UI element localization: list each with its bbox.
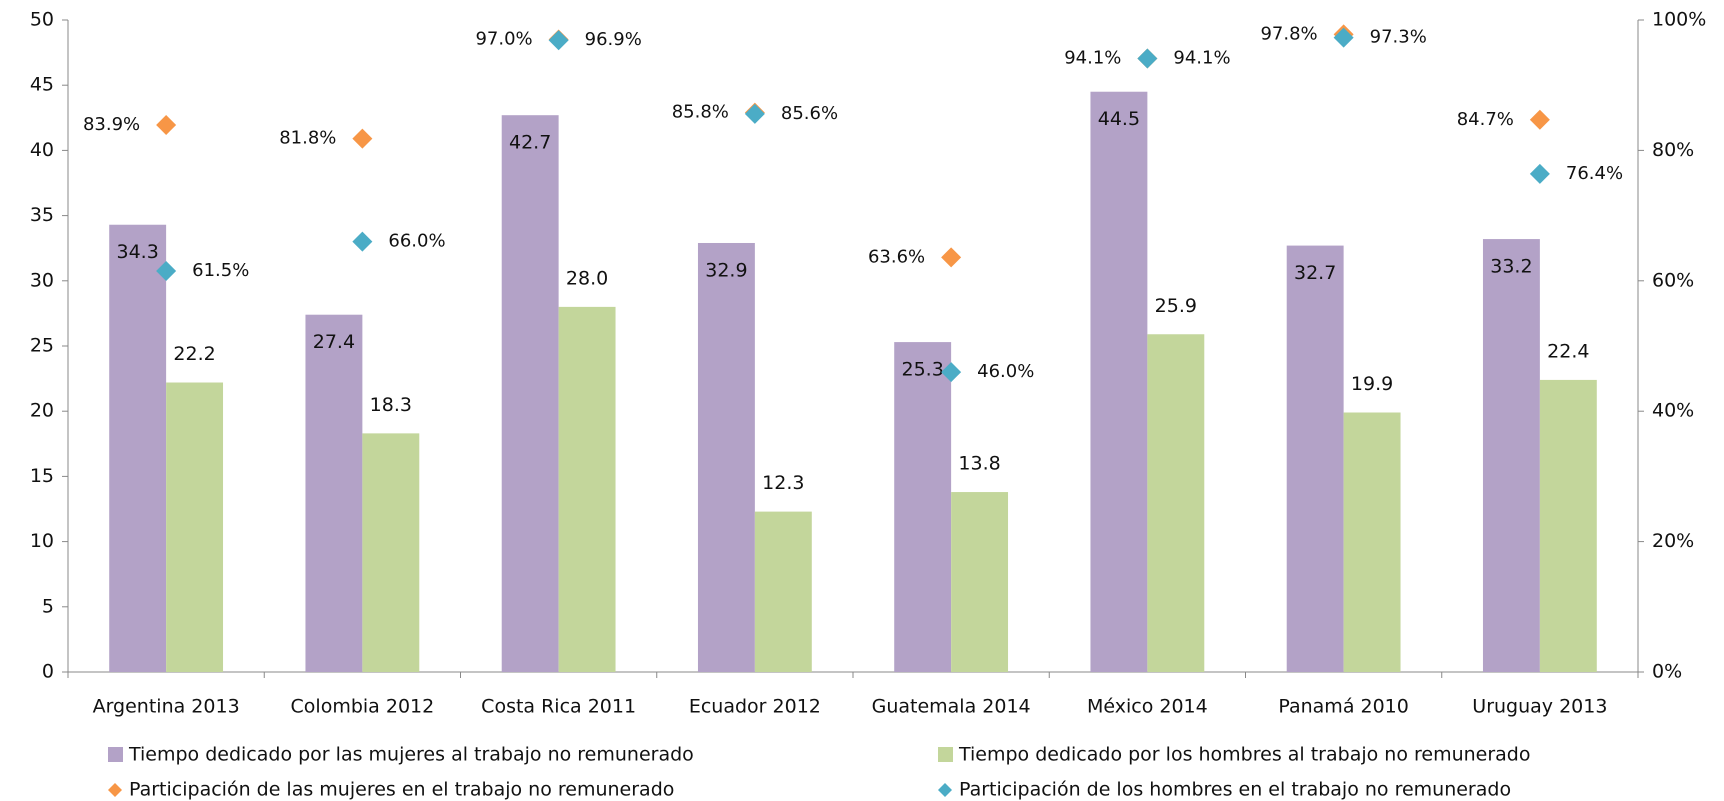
point-value-label: 94.1% [1173,47,1230,68]
legend-label: Tiempo dedicado por los hombres al traba… [958,744,1530,766]
legend-swatch [938,747,953,762]
bar-value-label: 32.9 [705,259,747,281]
point-value-label: 94.1% [1064,47,1121,68]
y2-tick-label: 60% [1652,269,1694,291]
point [1529,163,1550,184]
bar-value-label: 32.7 [1294,262,1336,284]
point-value-label: 63.6% [868,246,925,267]
bar [1343,412,1401,672]
bar-value-label: 25.9 [1155,295,1197,317]
bar [697,242,755,672]
y-tick-label: 35 [30,204,54,226]
y2-tick-label: 40% [1652,400,1694,422]
point [744,103,765,124]
y-tick-label: 15 [30,465,54,487]
point [1529,109,1550,130]
point-value-label: 96.9% [585,29,642,50]
bar-value-label: 28.0 [566,267,608,289]
bar [1539,379,1597,672]
bar-value-label: 33.2 [1490,256,1532,278]
bar-value-label: 22.2 [173,343,215,365]
y-tick-label: 45 [30,74,54,96]
y2-tick-label: 80% [1652,139,1694,161]
point-value-label: 83.9% [83,114,140,135]
point-value-label: 76.4% [1566,163,1623,184]
point [941,362,962,383]
bar [1482,239,1540,672]
legend-swatch [108,747,123,762]
bar-value-label: 22.4 [1547,340,1589,362]
bar [362,433,420,672]
legend-label: Participación de los hombres en el traba… [959,779,1511,801]
point-value-label: 97.3% [1370,27,1427,48]
bar-value-label: 19.9 [1351,373,1393,395]
point [941,247,962,268]
x-tick-label: México 2014 [1087,696,1208,718]
point [1333,27,1354,48]
x-tick-label: Costa Rica 2011 [481,696,636,718]
bar [166,382,224,672]
y2-tick-label: 0% [1652,661,1682,683]
y2-tick-label: 20% [1652,530,1694,552]
x-tick-label: Panamá 2010 [1278,696,1408,718]
bar [558,306,616,672]
x-tick-label: Ecuador 2012 [689,696,821,718]
y-tick-label: 20 [30,400,54,422]
y-tick-label: 40 [30,139,54,161]
point-value-label: 97.0% [475,29,532,50]
bar [894,342,952,672]
point-value-label: 85.6% [781,103,838,124]
x-tick-label: Argentina 2013 [93,696,240,718]
bar-value-label: 42.7 [509,132,551,154]
point [352,231,373,252]
x-tick-label: Guatemala 2014 [872,696,1031,718]
point [1137,48,1158,69]
bar [754,511,812,672]
point [352,128,373,149]
y-tick-label: 25 [30,335,54,357]
point-value-label: 61.5% [192,260,249,281]
y-tick-label: 50 [30,9,54,31]
bar [109,224,167,672]
legend-label: Participación de las mujeres en el traba… [129,779,674,801]
point-value-label: 97.8% [1260,23,1317,44]
bar [501,115,559,672]
point [548,30,569,51]
legend-swatch [108,783,122,797]
point-value-label: 66.0% [388,231,445,252]
x-tick-label: Uruguay 2013 [1472,696,1607,718]
bar-value-label: 13.8 [958,453,1000,475]
bar [1090,91,1148,673]
y2-tick-label: 100% [1652,9,1706,31]
y-tick-label: 0 [42,661,54,683]
point [156,261,177,282]
bar [1286,245,1344,673]
point-value-label: 85.8% [672,102,729,123]
y-tick-label: 30 [30,269,54,291]
bar [1147,334,1205,672]
y-tick-label: 10 [30,530,54,552]
y-tick-label: 5 [42,595,54,617]
point [156,114,177,135]
bar-value-label: 25.3 [902,359,944,381]
bar [305,314,363,672]
legend-swatch [938,783,952,797]
bar [951,492,1009,672]
bar-value-label: 18.3 [370,394,412,416]
legend-label: Tiempo dedicado por las mujeres al traba… [128,744,694,766]
bar-value-label: 44.5 [1098,108,1140,130]
x-tick-label: Colombia 2012 [291,696,435,718]
point-value-label: 84.7% [1457,109,1514,130]
point-value-label: 46.0% [977,361,1034,382]
bar-value-label: 27.4 [313,331,355,353]
bar-value-label: 12.3 [762,472,804,494]
point-value-label: 81.8% [279,128,336,149]
bar-value-label: 34.3 [117,241,159,263]
